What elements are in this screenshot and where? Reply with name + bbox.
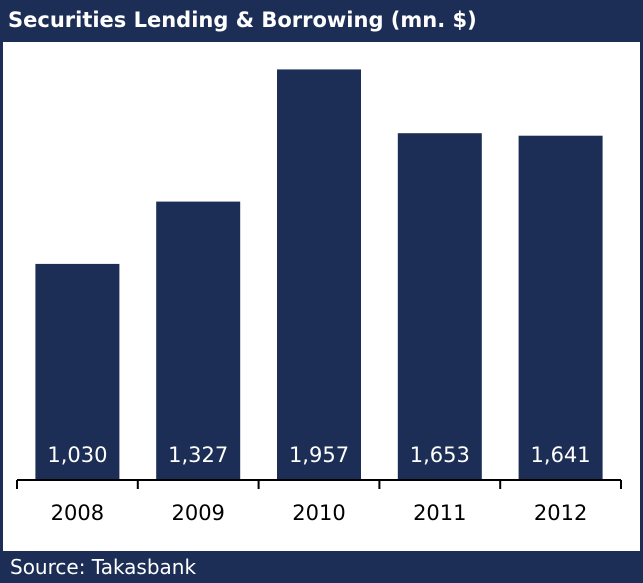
bar-2010 <box>277 69 361 481</box>
source-note: Source: Takasbank <box>10 555 197 579</box>
data-label-2010: 1,957 <box>289 443 349 467</box>
bar-2012 <box>518 135 603 480</box>
bar-2009 <box>156 201 241 480</box>
data-label-2009: 1,327 <box>168 443 228 467</box>
chart-title: Securities Lending & Borrowing (mn. $) <box>8 8 477 32</box>
title-bar: Securities Lending & Borrowing (mn. $) <box>0 0 643 42</box>
x-tick-label-2012: 2012 <box>534 501 587 525</box>
x-tick-label-2009: 2009 <box>171 501 224 525</box>
data-label-2008: 1,030 <box>47 443 107 467</box>
data-label-2011: 1,653 <box>410 443 470 467</box>
x-tick-label-2011: 2011 <box>413 501 466 525</box>
footer-bar: Source: Takasbank <box>0 551 643 583</box>
data-label-2012: 1,641 <box>531 443 591 467</box>
x-tick-label-2008: 2008 <box>51 501 104 525</box>
bar-2008 <box>35 263 120 480</box>
bar-2011 <box>397 133 482 480</box>
x-tick-label-2010: 2010 <box>292 501 345 525</box>
